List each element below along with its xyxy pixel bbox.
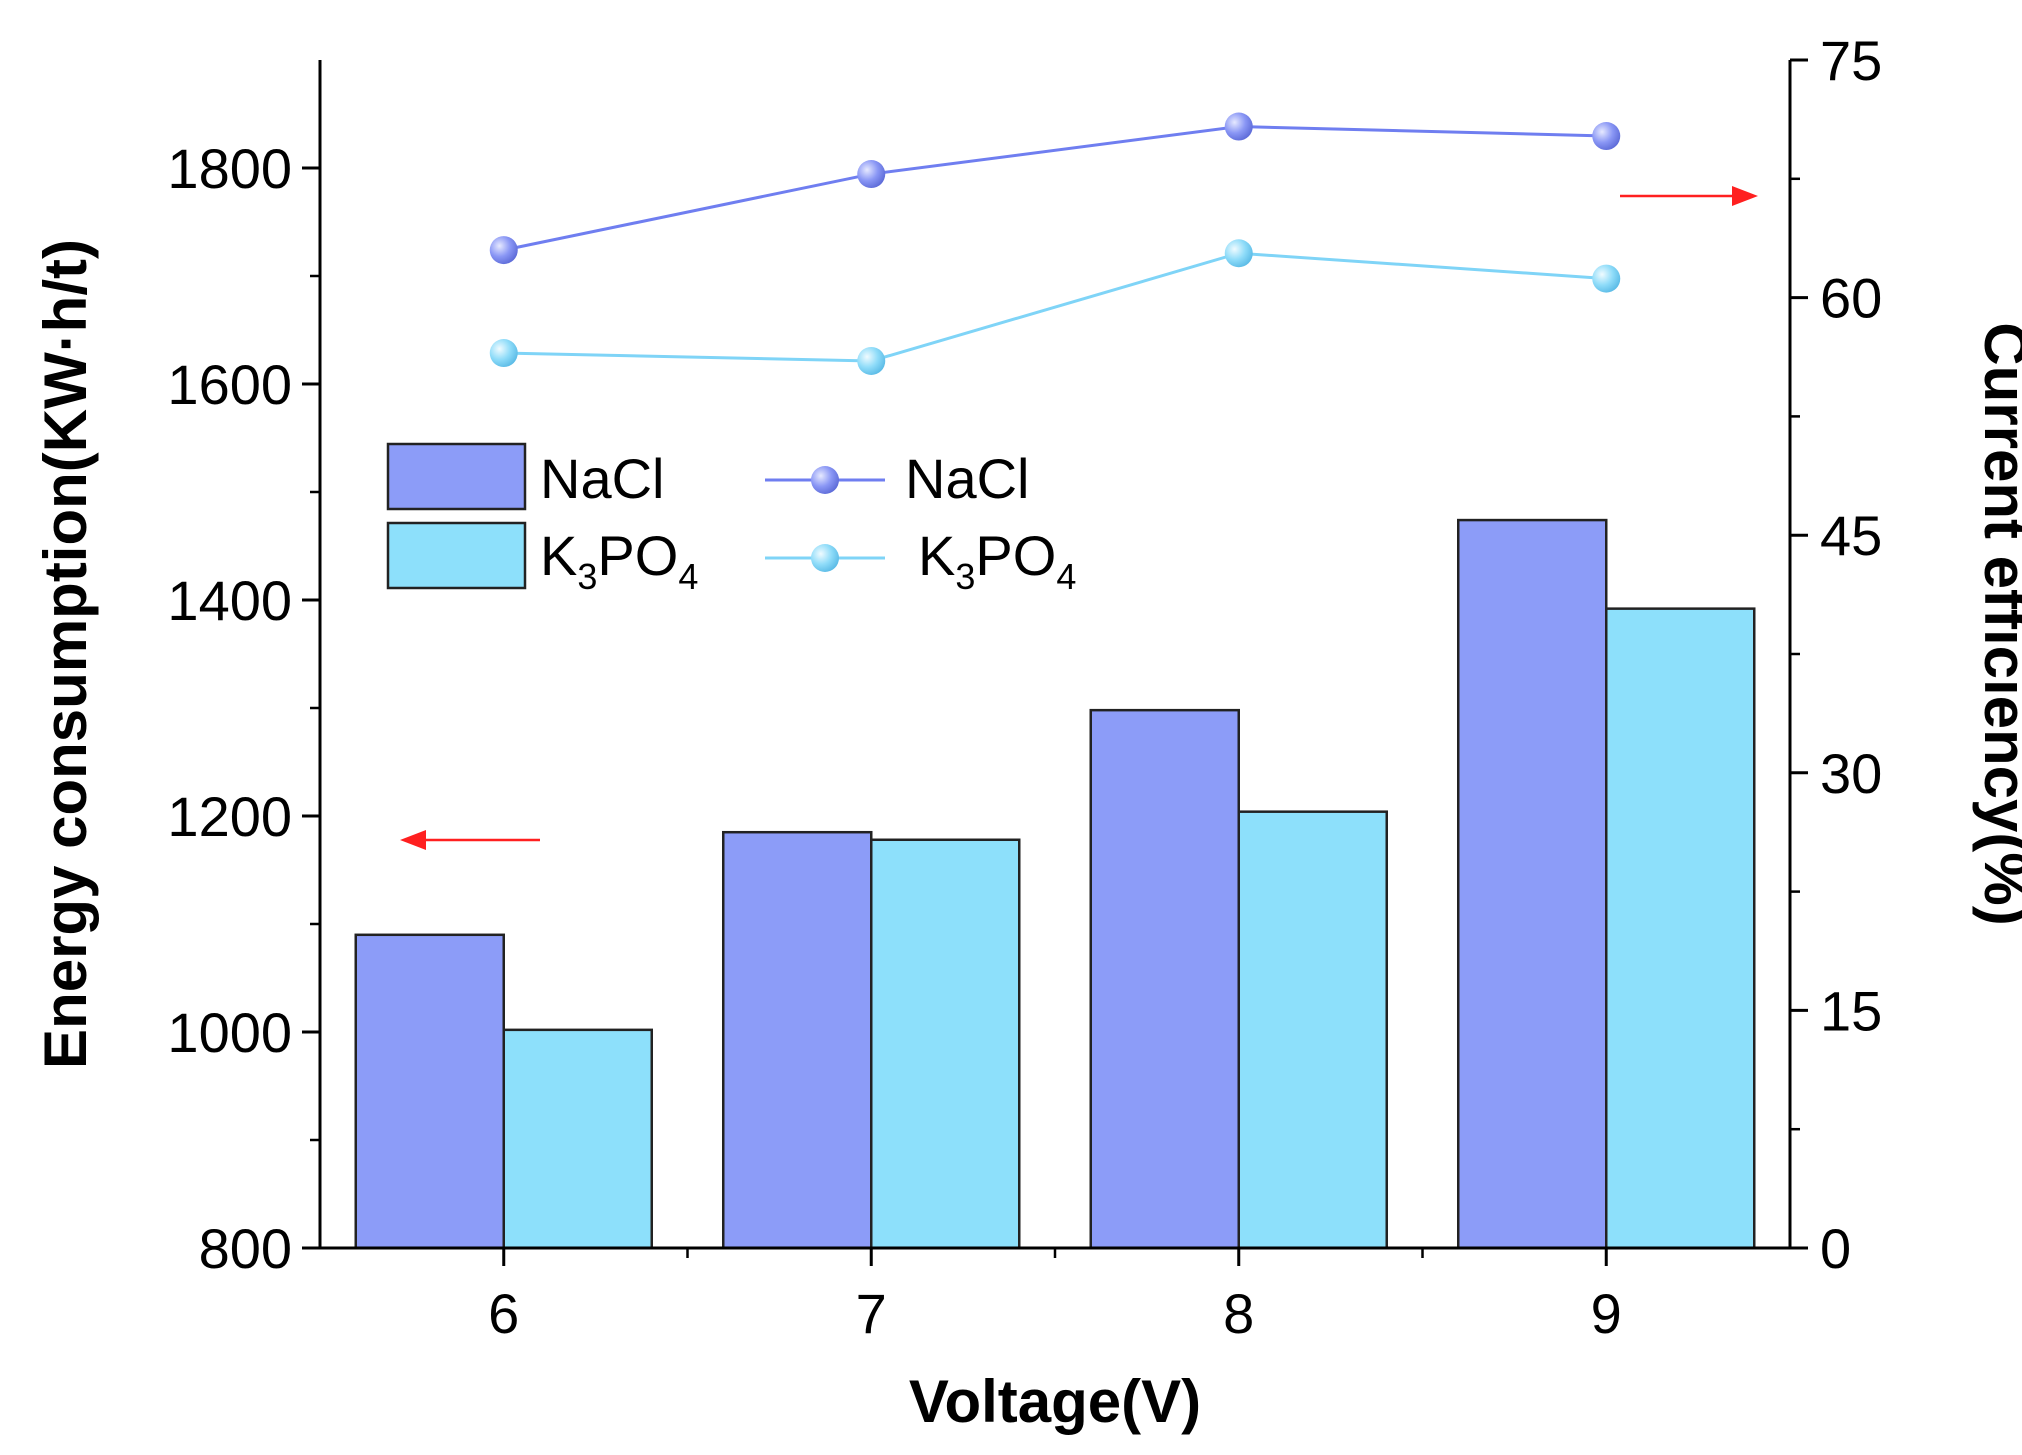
y-left-axis-title: Energy consumption(KW·h/t): [32, 239, 99, 1069]
bar-k3po4-6: [502, 1028, 653, 1250]
legend-swatch-bar-nacl: [386, 442, 527, 511]
left-tick-label: 1000: [167, 1001, 292, 1064]
legend-label-bar-k3po4: K3PO4: [540, 524, 698, 597]
x-axis-title: Voltage(V): [909, 1368, 1201, 1435]
annotations: [400, 186, 1758, 850]
bars-layer: [354, 518, 1756, 1250]
x-tick-label: 8: [1223, 1282, 1254, 1345]
point-nacl-9: [1592, 122, 1621, 151]
left-tick-label: 1200: [167, 785, 292, 848]
legend-label-line-k3po4: K3PO4: [918, 524, 1076, 597]
left-tick-label: 1800: [167, 137, 292, 200]
line-k3po4: [503, 251, 1607, 363]
bar-k3po4-7: [870, 838, 1021, 1250]
bar-k3po4-9: [1605, 607, 1756, 1250]
point-nacl-7: [857, 160, 886, 189]
y-right-axis-title: Current efficiency(%): [1972, 322, 2022, 925]
left-tick-label: 1400: [167, 569, 292, 632]
right-tick-label: 15: [1820, 979, 1882, 1042]
legend-swatch-bar-k3po4: [386, 521, 527, 590]
bar-nacl-7: [722, 830, 873, 1250]
right-tick-label: 45: [1820, 504, 1882, 567]
legend-marker-line-nacl: [811, 466, 839, 494]
point-nacl-6: [489, 236, 518, 265]
line-nacl: [503, 125, 1607, 252]
legend: NaCl K3PO4 NaCl K3PO4: [386, 442, 1076, 597]
bar-nacl-9: [1457, 518, 1608, 1250]
point-k3po4-8: [1224, 239, 1253, 268]
right-tick-label: 0: [1820, 1217, 1851, 1280]
legend-label-line-nacl: NaCl: [905, 447, 1029, 510]
right-tick-label: 30: [1820, 742, 1882, 805]
legend-label-bar-nacl: NaCl: [540, 447, 664, 510]
axes-layer: 800 1000 1200 1400 1600 1800 0 15 30 45 60 75 6 7 8 9 Vo…: [32, 29, 2022, 1435]
point-nacl-8: [1224, 112, 1253, 141]
x-tick-label: 7: [856, 1282, 887, 1345]
point-k3po4-9: [1592, 264, 1621, 293]
x-tick-label: 9: [1591, 1282, 1622, 1345]
point-k3po4-6: [489, 339, 518, 368]
point-k3po4-7: [857, 346, 886, 375]
legend-marker-line-k3po4: [811, 544, 839, 572]
right-axis-arrow-head: [1732, 186, 1758, 206]
left-tick-label: 1600: [167, 353, 292, 416]
bar-nacl-8: [1089, 708, 1240, 1250]
x-tick-label: 6: [488, 1282, 519, 1345]
left-tick-label: 800: [199, 1217, 292, 1280]
bar-nacl-6: [354, 933, 505, 1250]
right-tick-label: 75: [1820, 29, 1882, 92]
lines-layer: [489, 112, 1621, 375]
right-tick-label: 60: [1820, 267, 1882, 330]
bar-k3po4-8: [1237, 810, 1388, 1250]
left-axis-arrow-head: [400, 830, 426, 850]
